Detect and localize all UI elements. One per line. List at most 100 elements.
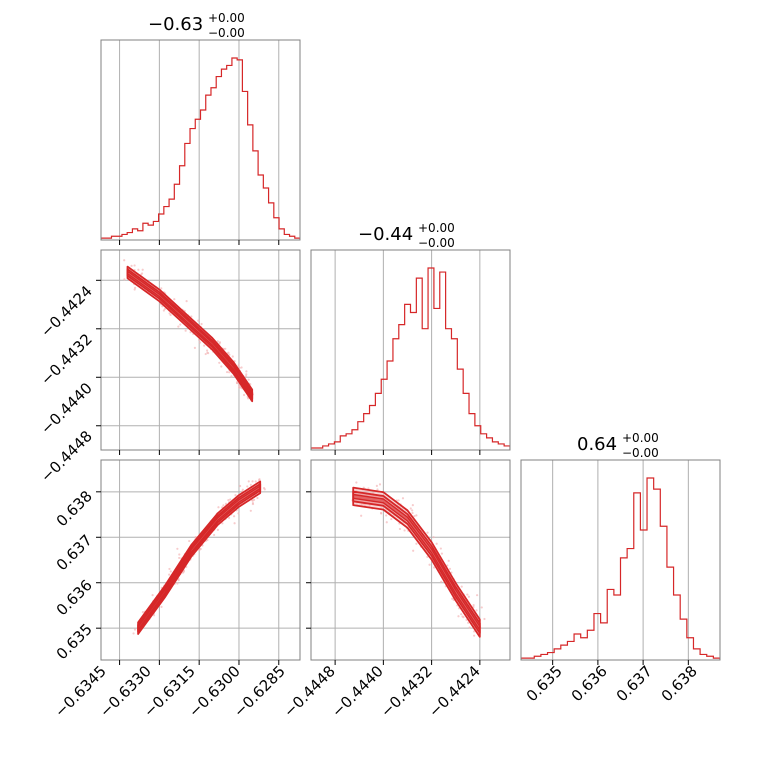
sample-point [247, 480, 250, 483]
sample-point [432, 536, 435, 539]
sample-point [234, 494, 237, 497]
sample-point [475, 594, 479, 597]
sample-point [428, 563, 431, 566]
sample-point [185, 300, 188, 303]
y-tick-label: −0.4432 [37, 330, 96, 389]
panel-scatter-1-0 [100, 249, 301, 451]
x-tick-label: −0.4424 [425, 662, 484, 721]
title-param-0: −0.63 +0.00 −0.00 [148, 11, 245, 40]
sample-point [176, 582, 179, 585]
sample-point [227, 498, 230, 502]
sample-point [251, 480, 254, 483]
sample-point [123, 259, 126, 262]
frame-1-0 [100, 249, 301, 451]
grid-2-0 [101, 460, 300, 660]
x-tick-label: 0.637 [613, 662, 656, 705]
sample-point [440, 580, 443, 583]
sample-point [435, 542, 438, 545]
sample-point [254, 480, 257, 483]
sample-point [161, 305, 164, 308]
sample-point [238, 366, 241, 370]
sample-point [375, 484, 378, 487]
sample-point [123, 278, 126, 281]
sample-point [178, 556, 181, 560]
sample-point [222, 504, 225, 507]
frame-2-0 [100, 459, 301, 661]
sample-point [173, 298, 176, 301]
sample-point [169, 313, 172, 317]
sample-point [230, 375, 233, 378]
sample-point [480, 606, 483, 609]
contour-inner [126, 270, 253, 398]
sample-point [240, 366, 243, 369]
y-tick-labels-row2: 0.638 0.637 0.636 0.635 [53, 487, 96, 663]
sample-point [197, 319, 200, 322]
sample-point [133, 264, 136, 267]
sample-point [169, 570, 172, 573]
sample-point [140, 272, 144, 275]
sample-point [411, 511, 414, 515]
sample-point [409, 507, 412, 510]
x-tick-labels-col0: −0.6345 −0.6330 −0.6315 −0.6300 −0.6285 [51, 662, 289, 721]
sample-point [132, 632, 135, 635]
sample-point [385, 514, 388, 517]
frame-0-0 [100, 39, 301, 241]
sample-point [472, 603, 475, 607]
x-tick-label: −0.4448 [280, 662, 339, 721]
sample-point [433, 566, 436, 569]
sample-point [426, 555, 429, 559]
sample-point [411, 504, 414, 507]
contour-inner [137, 485, 261, 631]
sample-point [198, 341, 202, 344]
title-minus-1: −0.00 [418, 236, 455, 250]
sample-point [440, 552, 444, 555]
title-value-0: −0.63 [148, 14, 203, 35]
sample-point [245, 375, 248, 378]
sample-point [468, 626, 471, 629]
y-tick-label: −0.4440 [37, 379, 96, 438]
title-minus-2: −0.00 [622, 446, 659, 460]
sample-point [225, 370, 229, 374]
sample-point [411, 509, 414, 512]
sample-point [221, 522, 224, 525]
panel-scatter-2-1 [310, 459, 511, 661]
sample-point [451, 597, 454, 600]
x-tick-label: 0.638 [658, 662, 701, 705]
sample-point [220, 365, 223, 368]
sample-point [242, 393, 246, 397]
sample-point [473, 634, 476, 637]
sample-point [403, 529, 406, 532]
x-tick-label: 0.636 [568, 662, 611, 705]
sample-point [466, 593, 469, 596]
title-value-2: 0.64 [577, 434, 617, 455]
sample-point [133, 628, 137, 631]
sample-point [415, 514, 418, 517]
sample-point [179, 323, 182, 326]
sample-point [228, 353, 231, 356]
sample-point [194, 535, 197, 539]
sample-point [390, 517, 393, 521]
sample-point [376, 488, 379, 491]
x-tick-label: −0.4432 [377, 662, 436, 721]
sample-point [176, 547, 179, 550]
frame-1-1 [310, 249, 511, 451]
sample-point [160, 287, 163, 290]
grid-2-1 [311, 460, 510, 660]
sample-point [413, 514, 416, 518]
sample-point [245, 370, 248, 373]
frame-2-1 [310, 459, 511, 661]
title-plus-1: +0.00 [418, 221, 455, 235]
sample-point [251, 502, 255, 506]
grid-0-0 [119, 40, 280, 240]
sample-point [168, 567, 171, 571]
grid-1-1 [334, 250, 481, 450]
sample-point [249, 509, 252, 512]
sample-point [378, 483, 382, 486]
sample-point [229, 498, 232, 501]
sample-point [237, 512, 240, 515]
sample-point [415, 542, 418, 545]
sample-point [133, 288, 136, 291]
sample-point [218, 361, 221, 364]
contour-mid [137, 483, 262, 633]
axis-ticks [96, 240, 689, 665]
